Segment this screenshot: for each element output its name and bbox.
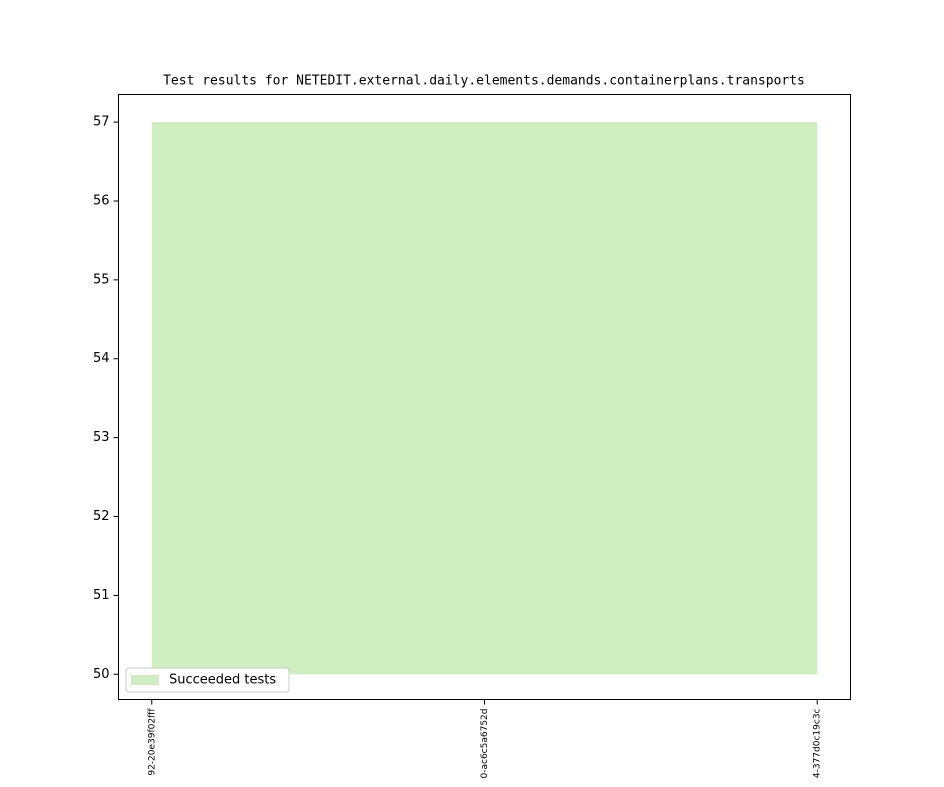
- legend-swatch: [131, 675, 159, 685]
- y-tick-label: 54: [93, 351, 110, 366]
- legend-frame: [125, 667, 290, 693]
- y-tick-label: 50: [93, 667, 110, 682]
- x-tick-label: 92-20e39f02fff: [147, 708, 157, 776]
- legend: Succeeded tests: [125, 667, 290, 693]
- y-tick-label: 57: [93, 115, 110, 130]
- area: [151, 122, 818, 675]
- x-tick-label: 4-377d0c19c3c: [813, 708, 823, 778]
- chart-title: Test results for NETEDIT.external.daily.…: [163, 74, 805, 89]
- x-tick-label: 0-ac6c5a6752d: [480, 709, 490, 779]
- y-tick-label: 56: [93, 193, 110, 208]
- y-tick-label: 55: [93, 272, 110, 287]
- y-tick-label: 52: [93, 509, 110, 524]
- y-tick-label: 53: [93, 430, 110, 445]
- plot-area: [151, 122, 818, 675]
- y-tick-label: 51: [93, 588, 110, 603]
- legend-label: Succeeded tests: [169, 673, 276, 688]
